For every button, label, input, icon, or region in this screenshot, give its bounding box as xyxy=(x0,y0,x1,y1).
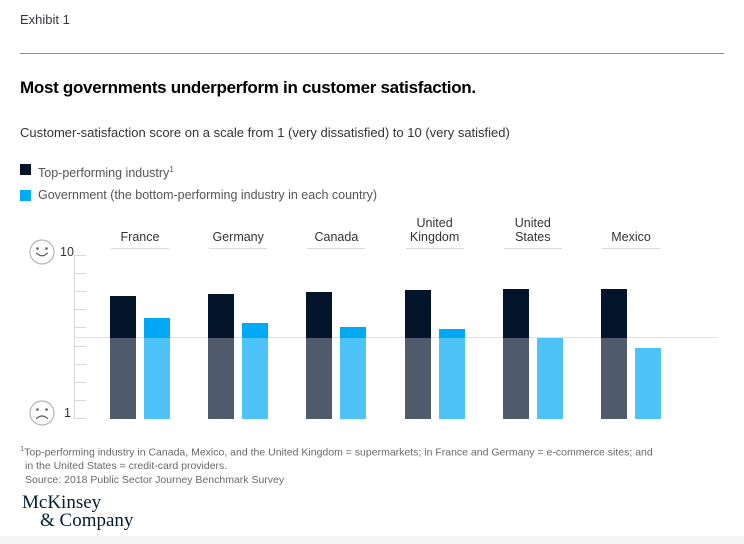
y-axis-tick xyxy=(74,418,86,419)
bar-top-industry xyxy=(601,288,627,419)
country-label: United States xyxy=(514,216,551,244)
country-label: United Kingdom xyxy=(409,216,460,244)
bar-government xyxy=(144,317,170,419)
legend-footnote-marker: 1 xyxy=(169,165,174,174)
chart-legend: Top-performing industry1 Government (the… xyxy=(20,163,377,211)
y-axis-tick xyxy=(74,327,86,329)
legend-label-top-industry: Top-performing industry1 xyxy=(38,165,174,181)
y-axis-tick xyxy=(74,345,86,347)
logo-line-1: McKinsey xyxy=(22,492,102,513)
footnote: 1Top-performing industry in Canada, Mexi… xyxy=(20,442,653,487)
bar-government xyxy=(242,323,269,419)
mckinsey-logo: McKinsey & Company xyxy=(22,492,134,531)
y-axis-tick xyxy=(74,399,86,401)
page-title: Most governments underperform in custome… xyxy=(20,78,476,97)
bar-top-industry xyxy=(208,294,235,419)
legend-item-top-industry: Top-performing industry1 xyxy=(20,163,377,180)
country-label: France xyxy=(120,230,160,244)
y-axis-max-label: 10 xyxy=(60,245,74,259)
below-midline-overlay xyxy=(87,337,718,419)
bar-top-industry xyxy=(110,295,136,419)
logo-line-2: & Company xyxy=(40,510,134,531)
source-line: Source: 2018 Public Sector Journey Bench… xyxy=(25,473,285,486)
exhibit-label: Exhibit 1 xyxy=(20,12,70,27)
country-underline xyxy=(405,248,464,249)
country-underline xyxy=(111,248,169,249)
y-axis-tick xyxy=(74,291,86,293)
country-label: Germany xyxy=(212,230,264,244)
y-axis-tick xyxy=(74,273,86,275)
chart-subtitle: Customer-satisfaction score on a scale f… xyxy=(20,125,510,140)
footnote-line-1: 1Top-performing industry in Canada, Mexi… xyxy=(20,444,653,459)
y-axis-tick xyxy=(74,363,86,365)
y-axis-min-label: 1 xyxy=(64,406,71,420)
country-underline xyxy=(307,248,366,249)
bar-chart: 10 1 France Germany Canada United Kingdom Un… xyxy=(0,210,744,442)
country-label: Canada xyxy=(314,230,359,244)
bar-government xyxy=(438,328,465,419)
y-axis-tick xyxy=(74,381,86,383)
legend-swatch-government xyxy=(20,190,31,202)
bar-government xyxy=(340,326,367,419)
y-axis-tick xyxy=(74,255,86,256)
bar-top-industry xyxy=(306,292,333,419)
country-underline xyxy=(503,248,562,249)
footnote-superscript: 1 xyxy=(20,444,25,453)
bar-government xyxy=(536,337,563,419)
country-underline xyxy=(209,248,268,249)
bottom-strip xyxy=(0,536,744,544)
top-rule xyxy=(20,53,724,54)
legend-label-government: Government (the bottom-performing indust… xyxy=(38,188,378,203)
country-label: Mexico xyxy=(611,230,651,244)
country-underline xyxy=(602,248,660,249)
y-axis-tick xyxy=(74,309,86,311)
bar-government xyxy=(635,348,661,419)
bar-top-industry xyxy=(502,288,529,419)
footnote-line-2: in the United States = credit-card provi… xyxy=(25,460,228,472)
legend-swatch-top-industry xyxy=(20,164,31,175)
sad-face-icon xyxy=(29,400,55,426)
happy-face-icon xyxy=(29,239,55,265)
midline-gridline xyxy=(74,336,718,338)
legend-item-government: Government (the bottom-performing indust… xyxy=(20,189,377,202)
bar-top-industry xyxy=(404,290,431,419)
